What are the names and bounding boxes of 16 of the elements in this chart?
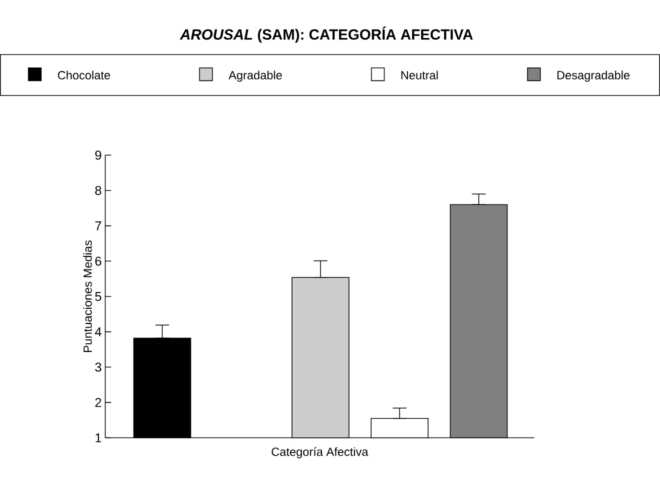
y-tick-label: 4: [94, 327, 102, 336]
legend-label: Agradable: [228, 70, 282, 82]
y-tick-label: 9: [95, 150, 102, 160]
y-tick-label: 8: [95, 186, 102, 195]
chart-title: AROUSAL (SAM): CATEGORÍA AFECTIVA: [180, 26, 473, 43]
legend-label: Neutral: [401, 70, 438, 80]
y-tick-label: 3: [95, 362, 102, 372]
y-tick-label: 7: [95, 221, 102, 230]
y-tick-label: 6: [95, 256, 102, 266]
legend-label: Desagradable: [557, 70, 630, 82]
y-tick-label: 2: [95, 398, 102, 407]
x-axis-title: Categoría Afectiva: [272, 447, 368, 458]
legend-label: Chocolate: [58, 70, 110, 80]
y-axis-title: Puntuaciones Medias: [83, 240, 92, 352]
y-tick-label: 5: [95, 292, 102, 301]
y-tick-label: 1: [96, 433, 102, 442]
